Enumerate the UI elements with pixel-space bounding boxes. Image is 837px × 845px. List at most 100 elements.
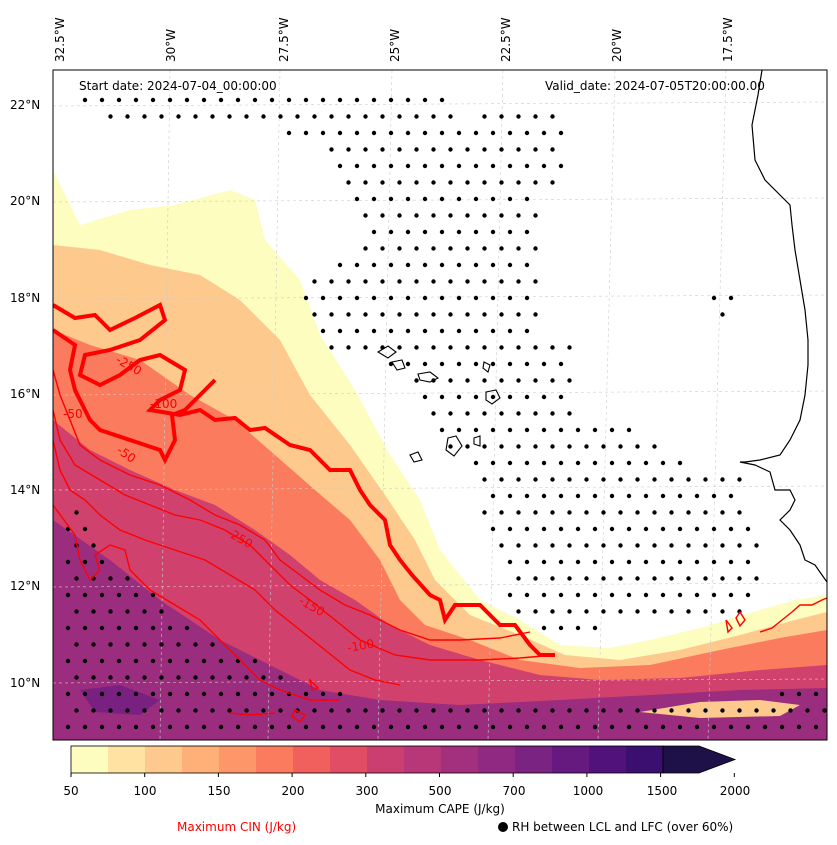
lon-label: 22.5°W — [499, 17, 513, 62]
stipple-dot — [703, 543, 708, 548]
stipple-dot — [303, 691, 309, 697]
colorbar-tick-label: 300 — [355, 784, 379, 798]
stipple-dot — [371, 97, 377, 103]
stipple-dot — [354, 328, 360, 334]
stipple-dot — [720, 477, 725, 482]
stipple-dot — [65, 592, 71, 598]
cin-contours — [53, 302, 827, 723]
stipple-dot — [788, 708, 793, 713]
stipple-dot — [694, 526, 700, 532]
stipple-dot — [567, 411, 572, 416]
stipple-dot — [490, 361, 496, 367]
colorbar-swatch — [256, 746, 294, 773]
stipple-dot — [456, 163, 462, 169]
stipple-dot — [303, 130, 309, 136]
stipple-dot — [720, 510, 725, 515]
stipple-dot — [575, 526, 581, 532]
stipple-dot — [320, 295, 326, 301]
lon-label: 32.5°W — [53, 17, 67, 62]
stipple-dot — [737, 576, 742, 581]
colorbar-tick-label: 2000 — [719, 784, 751, 798]
cape-band-1000 — [53, 520, 827, 740]
stipple-dot — [643, 724, 649, 730]
contour-label: -100 — [346, 636, 375, 655]
stipple-dot — [448, 180, 453, 185]
stipple-dot — [329, 312, 334, 317]
stipple-dot — [507, 361, 513, 367]
stipple-dot — [558, 724, 564, 730]
stipple-dot — [159, 675, 164, 680]
stipple-dot — [567, 378, 572, 383]
stipple-dot — [363, 312, 368, 317]
stipple-dot — [371, 130, 377, 136]
stipple-dot — [524, 394, 530, 400]
stipple-dot — [116, 724, 122, 730]
stipple-dot — [541, 724, 547, 730]
stipple-dot — [533, 576, 538, 581]
stipple-dot — [660, 460, 666, 466]
stipple-dot — [278, 114, 283, 119]
stipple-dot — [473, 361, 479, 367]
stipple-dot — [533, 411, 538, 416]
stipple-dot — [703, 576, 708, 581]
stipple-dot — [244, 675, 249, 680]
stipple-dot — [618, 576, 623, 581]
stipple-dot — [516, 246, 521, 251]
stipple-dot — [720, 312, 725, 317]
stipple-dot — [482, 312, 487, 317]
stipple-dot — [116, 97, 122, 103]
stipple-dot — [694, 559, 700, 565]
stipple-dot — [184, 97, 190, 103]
stipple-dot — [626, 724, 632, 730]
stipple-dot — [456, 394, 462, 400]
stipple-dot — [601, 609, 606, 614]
stipple-dot — [558, 130, 564, 136]
stipple-dot — [567, 708, 572, 713]
stipple-dot — [516, 510, 521, 515]
stipple-dot — [643, 460, 649, 466]
stipple-dot — [91, 708, 96, 713]
stipple-dot — [499, 477, 504, 482]
stipple-dot — [99, 97, 105, 103]
stipple-dot — [337, 328, 343, 334]
stipple-dot — [74, 642, 79, 647]
stipple-dot — [609, 724, 615, 730]
stipple-dot — [550, 444, 555, 449]
stipple-dot — [805, 708, 810, 713]
stipple-dot — [618, 477, 623, 482]
stipple-dot — [133, 97, 139, 103]
stipple-dot — [108, 114, 113, 119]
stipple-dot — [558, 361, 564, 367]
stipple-dot — [652, 609, 657, 614]
stipple-dot — [439, 295, 445, 301]
stipple-dot — [303, 295, 309, 301]
stipple-dot — [397, 708, 402, 713]
stipple-dot — [371, 724, 377, 730]
stipple-dot — [686, 477, 691, 482]
stipple-dot — [482, 378, 487, 383]
stipple-dot — [507, 526, 513, 532]
stipple-dot — [397, 114, 402, 119]
stipple-dot — [388, 97, 394, 103]
stipple-dot — [567, 345, 572, 350]
stipple-dot — [363, 279, 368, 284]
stipple-dot — [516, 114, 521, 119]
stipple-dot — [499, 411, 504, 416]
stipple-dot — [490, 526, 496, 532]
cin-contour-thin-5 — [229, 597, 827, 723]
stipple-dot — [669, 510, 674, 515]
colorbar-tick-label: 1000 — [572, 784, 604, 798]
stipple-dot — [74, 708, 79, 713]
stipple-dot — [482, 279, 487, 284]
stipple-dot — [184, 625, 190, 631]
stipple-dot — [669, 477, 674, 482]
africa-coastline — [739, 70, 827, 583]
stipple-dot — [286, 97, 292, 103]
stipple-dot — [626, 493, 632, 499]
stipple-dot — [669, 543, 674, 548]
stipple-dot — [516, 312, 521, 317]
stipple-dot — [533, 147, 538, 152]
stipple-dot — [490, 163, 496, 169]
stipple-dot — [244, 114, 249, 119]
cin-contour-thin-1 — [53, 369, 531, 641]
